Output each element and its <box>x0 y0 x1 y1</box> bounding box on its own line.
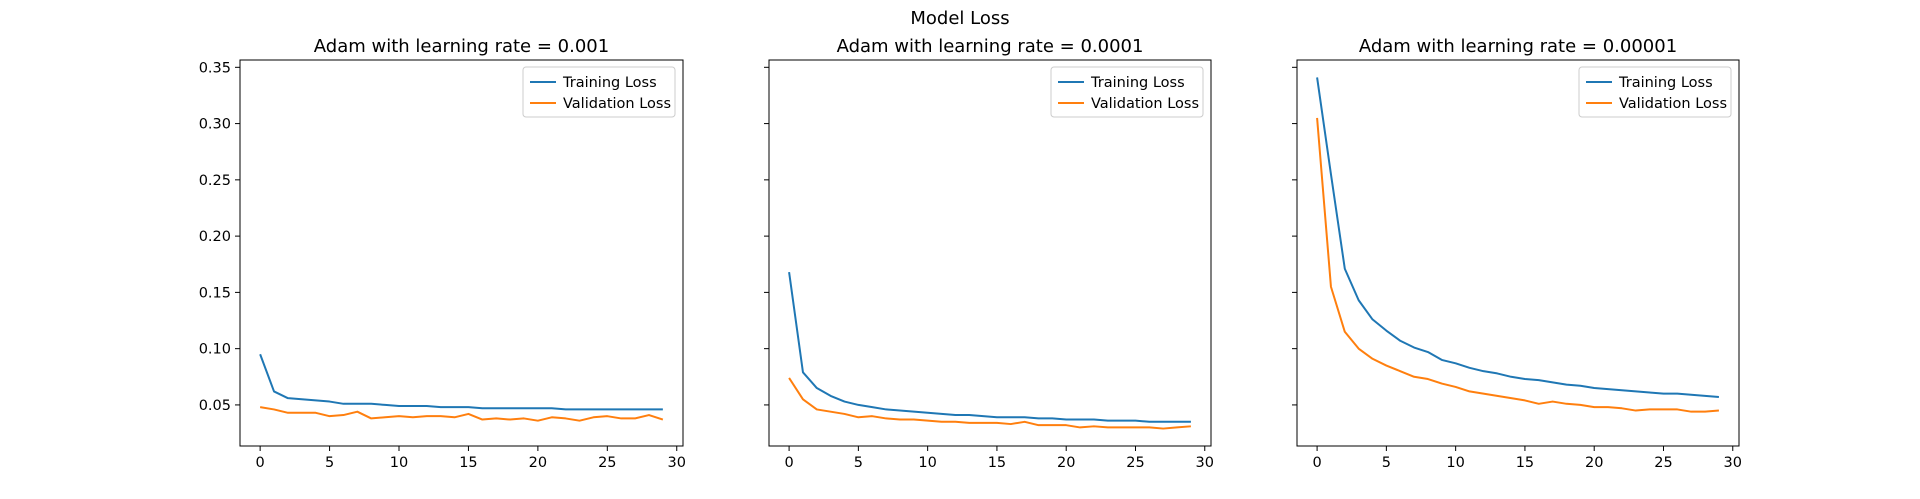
y-tick-label: 0.10 <box>199 342 231 358</box>
axes-frame <box>239 59 684 447</box>
x-tick-label: 0 <box>1312 455 1321 471</box>
legend-label: Training Loss <box>562 75 657 91</box>
x-tick-label: 20 <box>529 455 547 471</box>
x-tick-label: 0 <box>784 455 793 471</box>
y-tick-label: 0.35 <box>199 60 231 76</box>
chart-panel-1: Adam with learning rate = 0.001 0 5 10 15 20 2… <box>199 36 686 471</box>
legend-label: Training Loss <box>1090 75 1185 91</box>
chart-title: Adam with learning rate = 0.0001 <box>837 36 1144 57</box>
figure-title: Model Loss <box>910 8 1009 29</box>
x-tick-label: 0 <box>256 455 265 471</box>
legend: Training Loss Validation Loss <box>1050 66 1204 118</box>
x-tick-label: 20 <box>1057 455 1075 471</box>
legend-label: Validation Loss <box>1091 96 1199 112</box>
legend-box <box>1578 66 1732 118</box>
legend-box <box>522 66 676 118</box>
x-tick-label: 15 <box>1516 455 1534 471</box>
series-line-training-loss <box>788 271 1191 423</box>
x-tick-label: 5 <box>325 455 334 471</box>
y-tick-label: 0.25 <box>199 173 231 189</box>
x-tick-label: 30 <box>1724 455 1742 471</box>
y-tick-label: 0.20 <box>199 229 231 245</box>
chart-title: Adam with learning rate = 0.00001 <box>1359 36 1677 57</box>
legend: Training Loss Validation Loss <box>1578 66 1732 118</box>
chart-panel-3: Adam with learning rate = 0.00001 0 5 10 15 2… <box>1292 36 1742 471</box>
legend: Training Loss Validation Loss <box>522 66 676 118</box>
legend-label: Validation Loss <box>563 96 671 112</box>
x-tick-label: 30 <box>1196 455 1214 471</box>
axes-frame <box>768 59 1212 447</box>
y-tick-label: 0.05 <box>199 398 231 414</box>
x-tick-label: 10 <box>1446 455 1464 471</box>
x-tick-label: 10 <box>918 455 936 471</box>
chart-panel-2: Adam with learning rate = 0.0001 0 5 10 15 20… <box>764 36 1214 471</box>
y-tick-label: 0.30 <box>199 117 231 133</box>
chart-panels: Adam with learning rate = 0.001 0 5 10 15 20 2… <box>199 36 1742 471</box>
x-tick-label: 15 <box>459 455 477 471</box>
series-line-training-loss <box>1316 77 1719 399</box>
x-tick-label: 5 <box>854 455 863 471</box>
x-tick-label: 15 <box>988 455 1006 471</box>
series-line-validation-loss <box>259 406 664 422</box>
axes-frame <box>1296 59 1740 447</box>
series-line-validation-loss <box>788 377 1191 430</box>
x-tick-label: 30 <box>668 455 686 471</box>
x-tick-label: 25 <box>1654 455 1672 471</box>
legend-label: Validation Loss <box>1619 96 1727 112</box>
x-tick-label: 25 <box>598 455 616 471</box>
x-tick-label: 20 <box>1585 455 1603 471</box>
x-tick-label: 10 <box>390 455 408 471</box>
x-tick-label: 5 <box>1382 455 1391 471</box>
legend-box <box>1050 66 1204 118</box>
legend-label: Training Loss <box>1618 75 1713 91</box>
y-tick-label: 0.15 <box>199 285 231 301</box>
chart-title: Adam with learning rate = 0.001 <box>314 36 609 57</box>
series-line-validation-loss <box>1316 117 1719 413</box>
x-tick-label: 25 <box>1126 455 1144 471</box>
series-line-training-loss <box>259 353 663 411</box>
